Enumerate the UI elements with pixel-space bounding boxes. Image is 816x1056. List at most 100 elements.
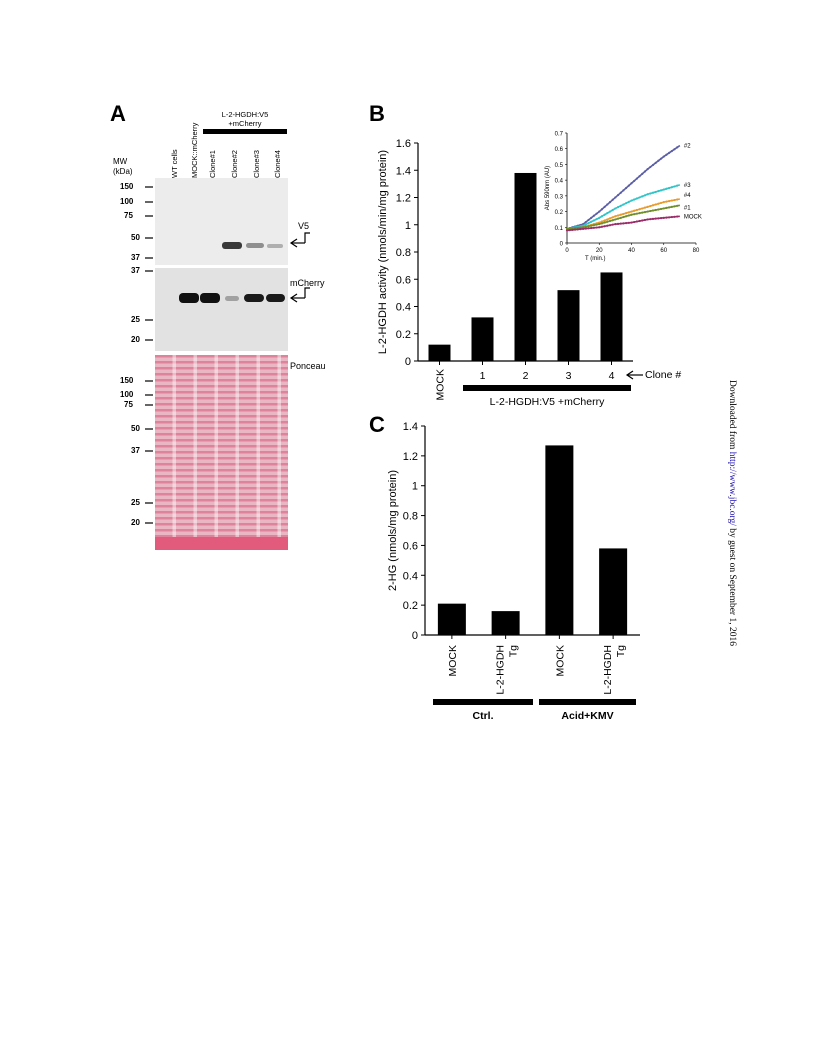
mw-marker-b3-37: 37 [131,446,140,455]
c-x-tick-label: Tg [615,645,627,657]
mw-header-line1: MW [113,157,128,166]
c-bar [437,603,466,635]
inset-x-tick-label: 20 [596,248,603,254]
blot-v5-label: V5 [298,221,310,231]
band-v5-clone2 [222,242,242,249]
download-note-suffix: by guest on September 1, 2016 [727,525,737,646]
mw-marker-b2-25: 25 [131,315,140,324]
inset-x-tick-label: 0 [565,248,569,254]
mw-marker-b3-50: 50 [131,424,140,433]
inset-y-tick-label: 0.6 [555,147,564,153]
mw-marker-b1-37: 37 [131,253,140,262]
inset-x-tick-label: 40 [628,248,635,254]
band-mcherry-clone3 [244,294,264,302]
b-y-tick-label: 0.6 [396,274,411,286]
panel-c-group-bar-acid [539,699,636,705]
mw-marker-b1-50: 50 [131,233,140,242]
c-bar [491,611,520,635]
clone-arrow-icon [625,370,643,380]
mw-marker-b3-100: 100 [120,390,134,399]
b-x-tick-label: 2 [523,370,529,382]
band-v5-clone4 [267,244,283,248]
mw-marker-b3-25: 25 [131,498,140,507]
mw-marker-b3-75: 75 [124,400,133,409]
blot-mcherry-label: mCherry [290,278,325,288]
mw-marker-b1-150: 150 [120,182,134,191]
b-x-tick-label: 3 [566,370,572,382]
panel-b-group-label: L-2-HGDH:V5 +mCherry [489,396,605,408]
c-y-tick-label: 0.4 [403,570,418,582]
download-note: Downloaded from http://www.jbc.org/ by g… [723,380,737,680]
inset-y-tick-label: 0 [560,242,564,248]
c-y-axis-title: 2-HG (nmols/mg protein) [387,470,399,591]
c-y-tick-label: 1.4 [403,421,418,433]
mw-marker-b3-150: 150 [120,376,134,385]
mw-marker-b3-20: 20 [131,518,140,527]
construct-label-line2: +mCherry [228,119,262,128]
inset-series-line [566,215,680,232]
panel-b-letter: B [369,101,385,126]
panel-b-clone-label: Clone # [645,369,682,381]
panel-c-group-label-acid: Acid+KMV [561,710,614,722]
download-note-link[interactable]: http://www.jbc.org/ [727,451,737,526]
band-mcherry-clone1 [200,293,220,303]
c-y-tick-label: 0.2 [403,600,418,612]
b-bar [428,344,451,361]
b-y-tick-label: 1.2 [396,193,411,205]
b-bar [514,172,537,361]
band-v5-clone3 [246,243,264,248]
b-x-tick-label: MOCK [435,369,447,401]
inset-y-tick-label: 0.7 [555,132,564,138]
inset-y-axis-title: Abs 590nm (AU) [545,166,551,210]
c-x-tick-label: L-2-HGDH [495,645,507,695]
band-mcherry-mock [179,293,199,303]
c-y-tick-label: 0.6 [403,540,418,552]
panel-c-group-label-ctrl: Ctrl. [472,710,494,722]
mcherry-arrow-icon [289,287,310,303]
inset-x-tick-label: 80 [693,248,700,254]
inset-legend-label: #1 [684,205,691,211]
inset-y-tick-label: 0.3 [555,194,564,200]
c-x-tick-label: Tg [508,645,520,657]
inset-legend-label: #3 [684,183,691,189]
inset-x-axis-title: T (min.) [585,256,606,262]
blot-v5-image [155,178,288,265]
c-bar [599,548,628,635]
construct-label-line1: L-2-HGDH:V5 [221,110,269,119]
inset-y-tick-label: 0.1 [555,226,564,232]
c-y-tick-label: 0 [412,630,418,642]
b-y-tick-label: 1.4 [396,165,411,177]
ponceau-lane-gaps [155,355,288,550]
inset-legend-label: MOCK [684,214,702,220]
b-y-axis-title: L-2-HGDH activity (nmols/min/mg protein) [377,150,389,354]
b-x-tick-label: 4 [609,370,615,382]
mw-marker-b1-100: 100 [120,197,134,206]
panel-c-group-bar-ctrl [433,699,533,705]
b-bar [600,272,623,361]
mw-marker-b2-20: 20 [131,335,140,344]
c-x-tick-label: MOCK [447,645,459,677]
inset-series-line [566,184,681,230]
inset-series-line [566,144,681,230]
v5-arrow-icon [289,232,310,248]
inset-legend-label: #4 [684,193,691,199]
c-y-tick-label: 1 [412,481,418,493]
inset-y-tick-label: 0.5 [555,163,564,169]
b-y-tick-label: 1 [405,220,411,232]
b-y-tick-label: 0.2 [396,329,411,341]
c-bar [545,445,574,635]
band-mcherry-clone2 [225,296,239,301]
inset-x-tick-label: 60 [660,248,667,254]
construct-bar [203,129,287,134]
ponceau-dye-front [155,537,288,550]
inset-series-line [566,204,681,230]
panel-b-group-bar [463,385,631,391]
c-x-tick-label: L-2-HGDH [602,645,614,695]
panel-c-letter: C [369,412,385,437]
panel-a-letter: A [110,101,126,126]
inset-legend-label: #2 [684,144,691,150]
inset-y-tick-label: 0.2 [555,210,564,216]
